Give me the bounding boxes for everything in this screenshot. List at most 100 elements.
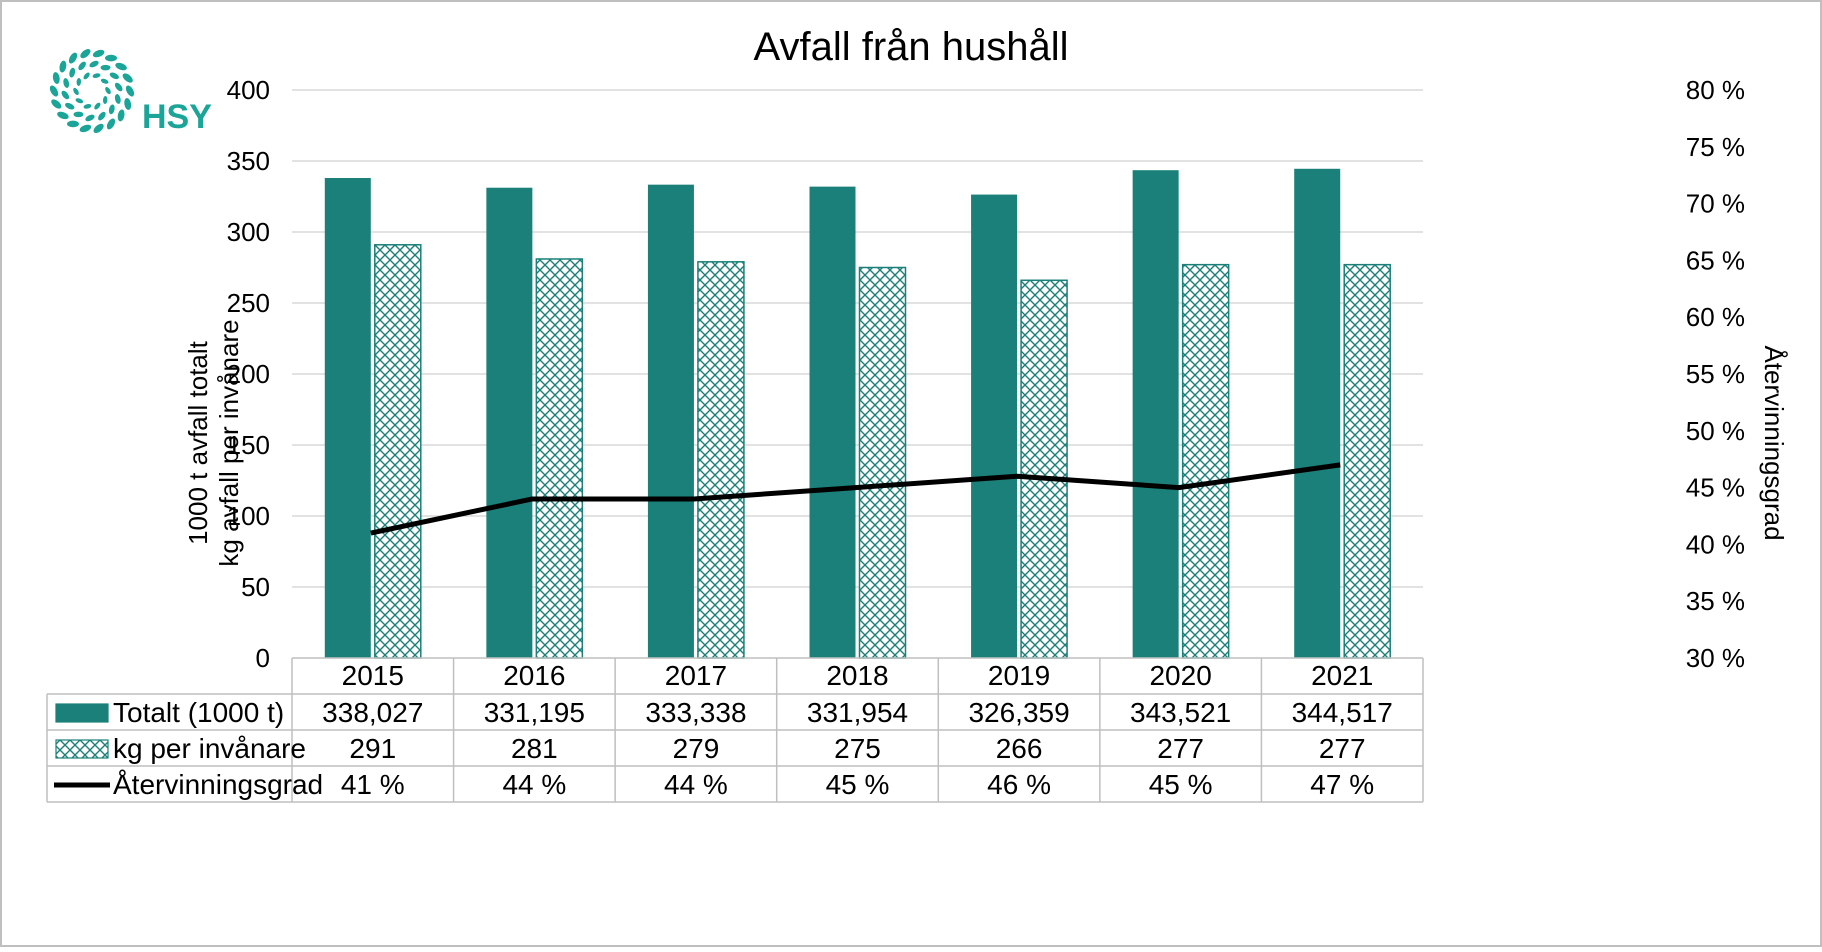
y-tick-label: 50 xyxy=(241,572,270,602)
bar-kg-per-invanare-2019 xyxy=(1020,279,1068,659)
y2-tick-label: 80 % xyxy=(1686,75,1745,105)
logo-dot xyxy=(85,114,95,122)
data-label: 44 % xyxy=(502,769,566,800)
logo-dot xyxy=(61,90,70,100)
bar-kg-per-invanare-2021 xyxy=(1343,263,1391,659)
data-label: 333,338 xyxy=(645,697,746,728)
logo-dot xyxy=(67,120,79,128)
bar-totalt-2021 xyxy=(1294,168,1341,658)
logo-dot xyxy=(108,104,115,115)
y-tick-label: 250 xyxy=(227,288,270,318)
data-label: 277 xyxy=(1319,733,1366,764)
logo-dot xyxy=(80,48,91,59)
x-tick-label: 2018 xyxy=(826,660,888,691)
y2-tick-label: 65 % xyxy=(1686,245,1745,275)
logo-dot xyxy=(105,54,117,62)
data-label: 275 xyxy=(834,733,881,764)
logo-dot xyxy=(98,111,106,121)
bar-totalt-2019 xyxy=(971,194,1018,658)
logo-dot xyxy=(114,94,121,104)
grid-layer xyxy=(292,89,1423,588)
data-label: 343,521 xyxy=(1130,697,1231,728)
legend-key-1 xyxy=(55,739,109,759)
data-label: 266 xyxy=(996,733,1043,764)
logo-dot xyxy=(52,72,60,84)
y2-tick-label: 50 % xyxy=(1686,416,1745,446)
data-label: 45 % xyxy=(1149,769,1213,800)
logo-dot xyxy=(63,78,70,88)
logo-dot xyxy=(51,99,62,109)
logo-dot xyxy=(117,109,125,122)
bar-kg-per-invanare-2015 xyxy=(374,244,422,659)
legend-label: Återvinningsgrad xyxy=(113,769,323,800)
logo-dot xyxy=(57,111,69,120)
y2-tick-label: 40 % xyxy=(1686,529,1745,559)
y2-axis-title: Återvinningsgrad xyxy=(1759,345,1789,540)
logo-dot xyxy=(114,82,123,92)
logo-dot xyxy=(78,61,86,71)
logo-dot xyxy=(65,102,75,110)
logo-dot xyxy=(102,96,108,105)
y2-tick-label: 75 % xyxy=(1686,132,1745,162)
logo-dot xyxy=(109,72,119,80)
x-tick-label: 2016 xyxy=(503,660,565,691)
y2-tick-label: 60 % xyxy=(1686,302,1745,332)
data-label: 47 % xyxy=(1310,769,1374,800)
chart-title: Avfall från hushåll xyxy=(754,25,1069,69)
y-axis-title-line1: 1000 t avfall totalt xyxy=(183,340,213,545)
x-tick-label: 2017 xyxy=(665,660,727,691)
data-label: 41 % xyxy=(341,769,405,800)
y-tick-label: 350 xyxy=(227,146,270,176)
legend-label: kg per invånare xyxy=(113,733,306,764)
legend-label: Totalt (1000 t) xyxy=(113,697,284,728)
logo-dot xyxy=(100,64,111,71)
logo-dot xyxy=(124,98,132,110)
y-tick-label: 400 xyxy=(227,75,270,105)
y-axis-title-line2: kg avfall per invånare xyxy=(214,319,244,566)
logo-dot xyxy=(59,60,67,73)
x-tick-label: 2021 xyxy=(1311,660,1373,691)
line-layer xyxy=(370,462,1341,536)
y2-tick-label: 30 % xyxy=(1686,643,1745,673)
data-label: 331,954 xyxy=(807,697,908,728)
logo-dot xyxy=(106,118,116,130)
legend-key-0 xyxy=(55,703,109,723)
logo-dot xyxy=(73,111,84,118)
logo-dot xyxy=(92,49,105,58)
logo-dot xyxy=(49,85,59,97)
line-atervinningsgrad xyxy=(370,462,1341,536)
bar-kg-per-invanare-2016 xyxy=(535,258,584,659)
data-label: 277 xyxy=(1157,733,1204,764)
logo-dot xyxy=(73,87,79,96)
y2-tick-label: 45 % xyxy=(1686,473,1745,503)
logo-dot xyxy=(76,77,82,86)
logo-dot xyxy=(115,62,127,71)
logo-swirl-icon xyxy=(49,48,135,134)
logo-text: HSY xyxy=(142,98,212,136)
y-tick-label: 100 xyxy=(227,501,270,531)
bar-kg-per-invanare-2018 xyxy=(858,266,907,659)
data-label: 338,027 xyxy=(322,697,423,728)
data-label: 291 xyxy=(349,733,396,764)
logo-dot xyxy=(94,102,101,110)
bar-kg-per-invanare-2020 xyxy=(1181,263,1230,659)
x-tick-label: 2019 xyxy=(988,660,1050,691)
bar-totalt-2018 xyxy=(809,186,856,659)
data-label: 46 % xyxy=(987,769,1051,800)
logo-dot xyxy=(83,104,92,109)
x-tick-label: 2015 xyxy=(342,660,404,691)
logo-dot xyxy=(105,86,111,95)
bar-totalt-2015 xyxy=(324,178,371,659)
data-label: 331,195 xyxy=(484,697,585,728)
logo-dot xyxy=(93,123,104,134)
y2-tick-label: 55 % xyxy=(1686,359,1745,389)
bar-kg-per-invanare-2017 xyxy=(697,261,745,659)
y-tick-label: 0 xyxy=(256,643,270,673)
y-tick-label: 200 xyxy=(227,359,270,389)
logo-dot xyxy=(125,85,135,97)
logo-dot xyxy=(89,60,99,68)
logo-dot xyxy=(69,67,76,78)
